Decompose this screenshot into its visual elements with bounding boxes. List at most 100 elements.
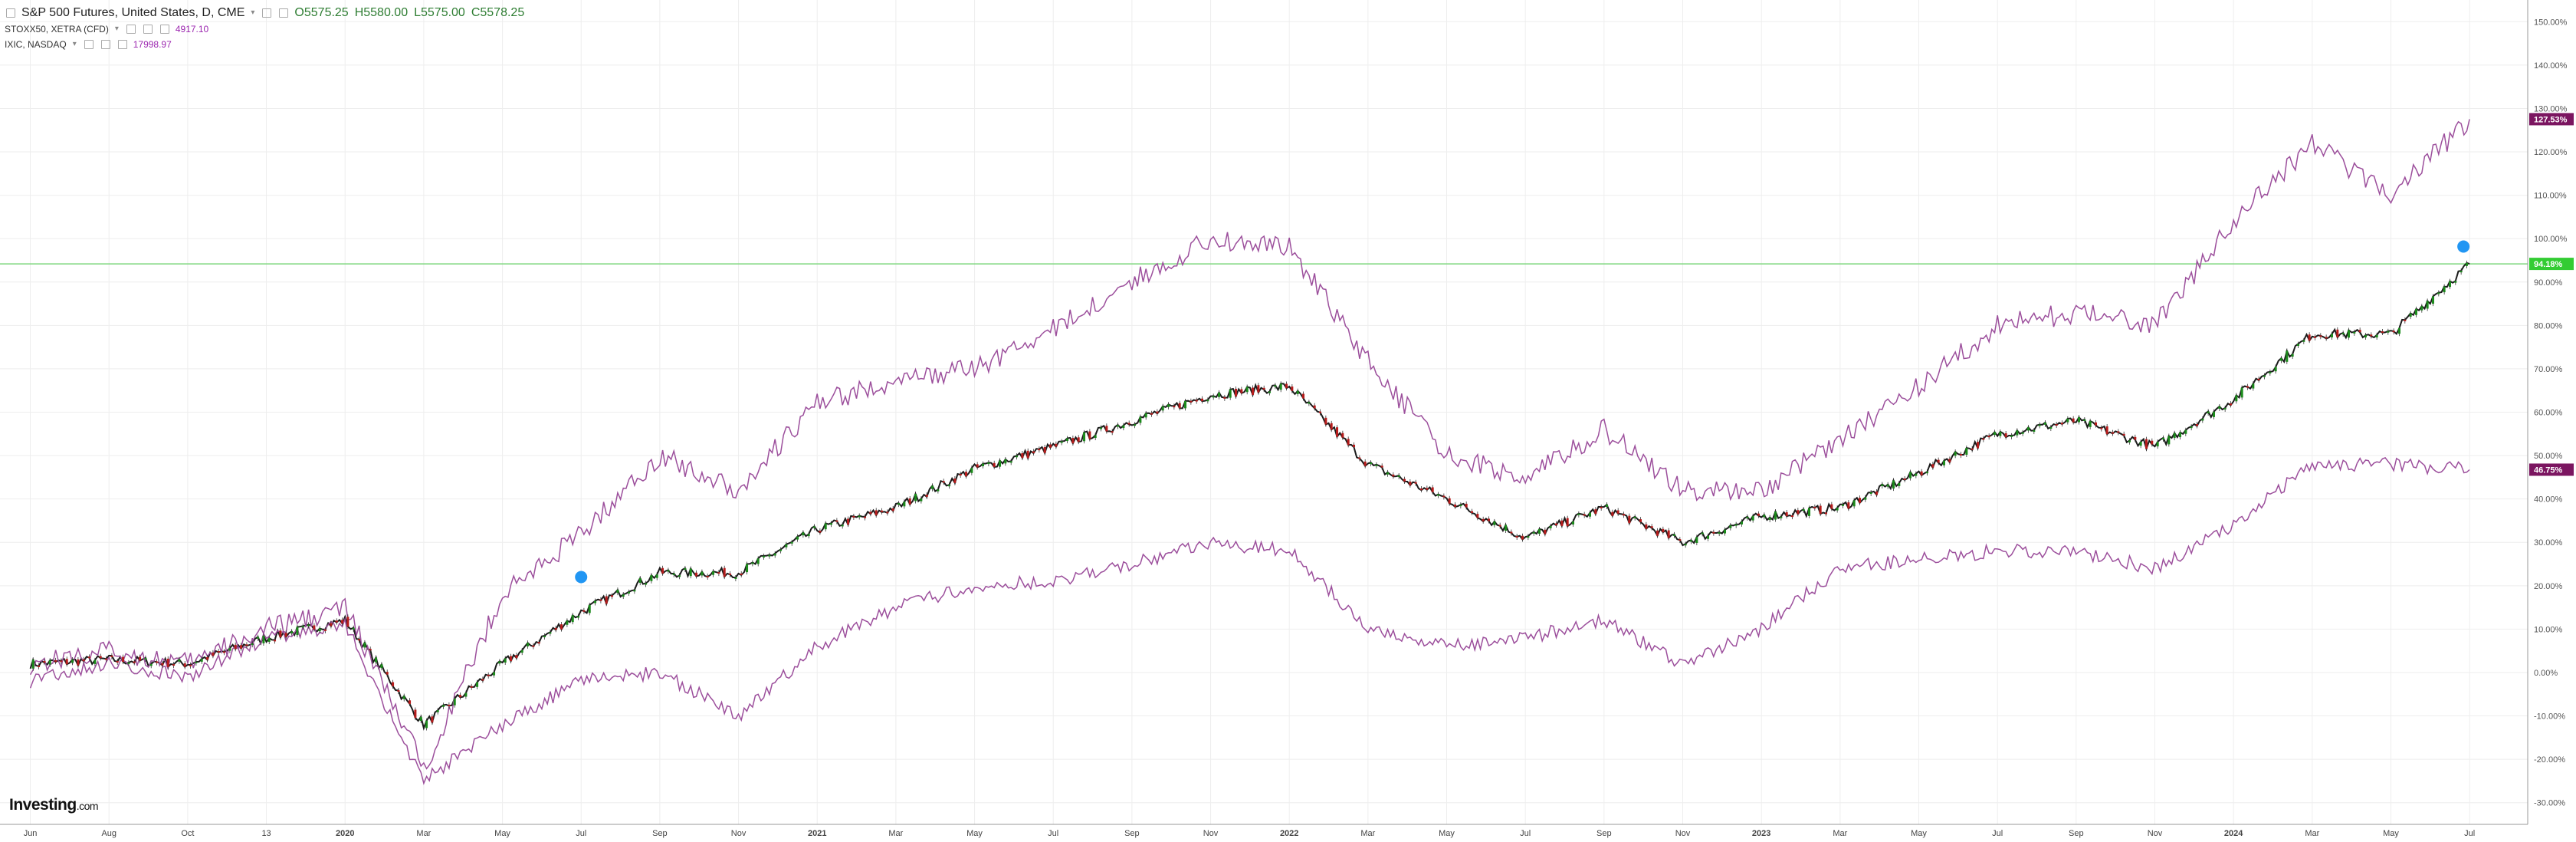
candle-body <box>1842 504 1845 506</box>
candle-body <box>1987 436 1990 438</box>
event-marker-icon[interactable] <box>575 571 588 584</box>
candle-body <box>1100 427 1103 429</box>
candle-body <box>1600 506 1603 508</box>
candle-body <box>1724 529 1727 534</box>
candle-body <box>2111 432 2114 434</box>
candle-body <box>1527 536 1530 538</box>
collapse-icon[interactable] <box>6 8 15 18</box>
main-symbol-title[interactable]: S&P 500 Futures, United States, D, CME <box>21 6 245 19</box>
candle-body <box>1583 514 1586 516</box>
candle-body <box>2021 432 2024 434</box>
candle-body <box>1791 515 1794 518</box>
x-tick-label: 2022 <box>1280 829 1298 838</box>
candle-body <box>2252 383 2255 389</box>
candle-body <box>830 523 833 525</box>
candle-body <box>2381 331 2384 334</box>
candle-body <box>2336 329 2339 337</box>
candle-body <box>1448 498 1451 504</box>
x-tick-label: 13 <box>261 829 271 838</box>
settings-icon[interactable] <box>126 25 136 34</box>
y-tick-label: -30.00% <box>2534 799 2565 808</box>
candle-body <box>633 590 636 592</box>
candle-body <box>504 658 507 663</box>
candle-body <box>274 640 277 642</box>
candle-body <box>318 628 321 632</box>
candle-body <box>2454 281 2457 283</box>
candle-body <box>1083 432 1086 442</box>
candle-body <box>2033 430 2036 433</box>
candle-body <box>1931 464 1934 468</box>
candle-body <box>122 656 125 663</box>
chevron-down-icon[interactable]: ▾ <box>72 40 77 48</box>
candle-body <box>1785 511 1788 517</box>
candle-body <box>279 630 282 638</box>
visibility-icon[interactable] <box>143 25 153 34</box>
y-tick-label: 130.00% <box>2534 104 2568 113</box>
visibility-icon[interactable] <box>100 40 110 49</box>
candle-body <box>1768 517 1771 521</box>
x-tick-label: May <box>1911 829 1927 838</box>
candle-body <box>746 564 749 573</box>
candle-body <box>1426 488 1429 490</box>
candle-body <box>1285 383 1288 389</box>
candle-body <box>875 510 878 515</box>
candle-body <box>2151 440 2154 445</box>
candle-body <box>2117 431 2120 433</box>
candle-body <box>1903 478 1906 480</box>
candle-body <box>1032 451 1035 453</box>
candle-body <box>487 674 490 676</box>
high-value: H5580.00 <box>354 6 409 19</box>
close-icon[interactable] <box>159 25 169 34</box>
candle-body <box>2431 296 2434 304</box>
candle-body <box>819 531 822 533</box>
candle-body <box>2010 435 2013 437</box>
close-icon[interactable] <box>117 40 127 49</box>
chevron-down-icon[interactable]: ▾ <box>251 8 255 17</box>
candle-body <box>139 656 142 661</box>
candle-body <box>847 518 850 525</box>
price-labels: 94.18% 127.53% 46.75% <box>2529 113 2574 476</box>
candle-body <box>1353 444 1356 448</box>
close-icon[interactable] <box>279 8 289 18</box>
x-tick-label: Jul <box>1992 829 2003 838</box>
candle-body <box>251 643 254 646</box>
settings-icon[interactable] <box>262 8 272 18</box>
candle-body <box>1813 506 1816 508</box>
candle-body <box>88 656 91 659</box>
candle-body <box>1454 504 1457 507</box>
candle-body <box>1718 532 1721 534</box>
candle-body <box>290 631 294 633</box>
candle-body <box>459 695 462 698</box>
candle-body <box>1920 471 1923 475</box>
compare-symbol-title[interactable]: IXIC, NASDAQ <box>5 39 67 50</box>
candle-body <box>1538 528 1541 534</box>
candle-body <box>1712 531 1715 534</box>
event-marker-icon[interactable] <box>2457 240 2470 253</box>
candle-body <box>611 595 614 597</box>
candle-body <box>2404 319 2407 321</box>
series-line-1 <box>29 119 2470 770</box>
candle-body <box>672 573 675 575</box>
candle-body <box>858 515 861 518</box>
candle-body <box>2190 426 2193 429</box>
candle-body <box>993 462 996 467</box>
candle-body <box>667 570 670 572</box>
y-tick-label: -20.00% <box>2534 755 2565 765</box>
candle-body <box>2049 427 2053 429</box>
candle-body <box>2100 427 2103 429</box>
y-tick-label: 70.00% <box>2534 365 2563 374</box>
compare-symbol-title[interactable]: STOXX50, XETRA (CFD) <box>5 24 109 35</box>
candle-body <box>245 644 248 646</box>
candle-body <box>234 644 237 650</box>
candle-body <box>1268 391 1272 393</box>
event-markers[interactable] <box>575 240 2470 584</box>
candle-body <box>105 658 108 660</box>
chevron-down-icon[interactable]: ▾ <box>114 25 119 33</box>
candle-body <box>1414 482 1417 484</box>
candle-body <box>223 651 226 653</box>
y-tick-label: 60.00% <box>2534 409 2563 418</box>
x-tick-label: Sep <box>652 829 668 838</box>
settings-icon[interactable] <box>84 40 94 49</box>
candle-body <box>931 485 934 489</box>
